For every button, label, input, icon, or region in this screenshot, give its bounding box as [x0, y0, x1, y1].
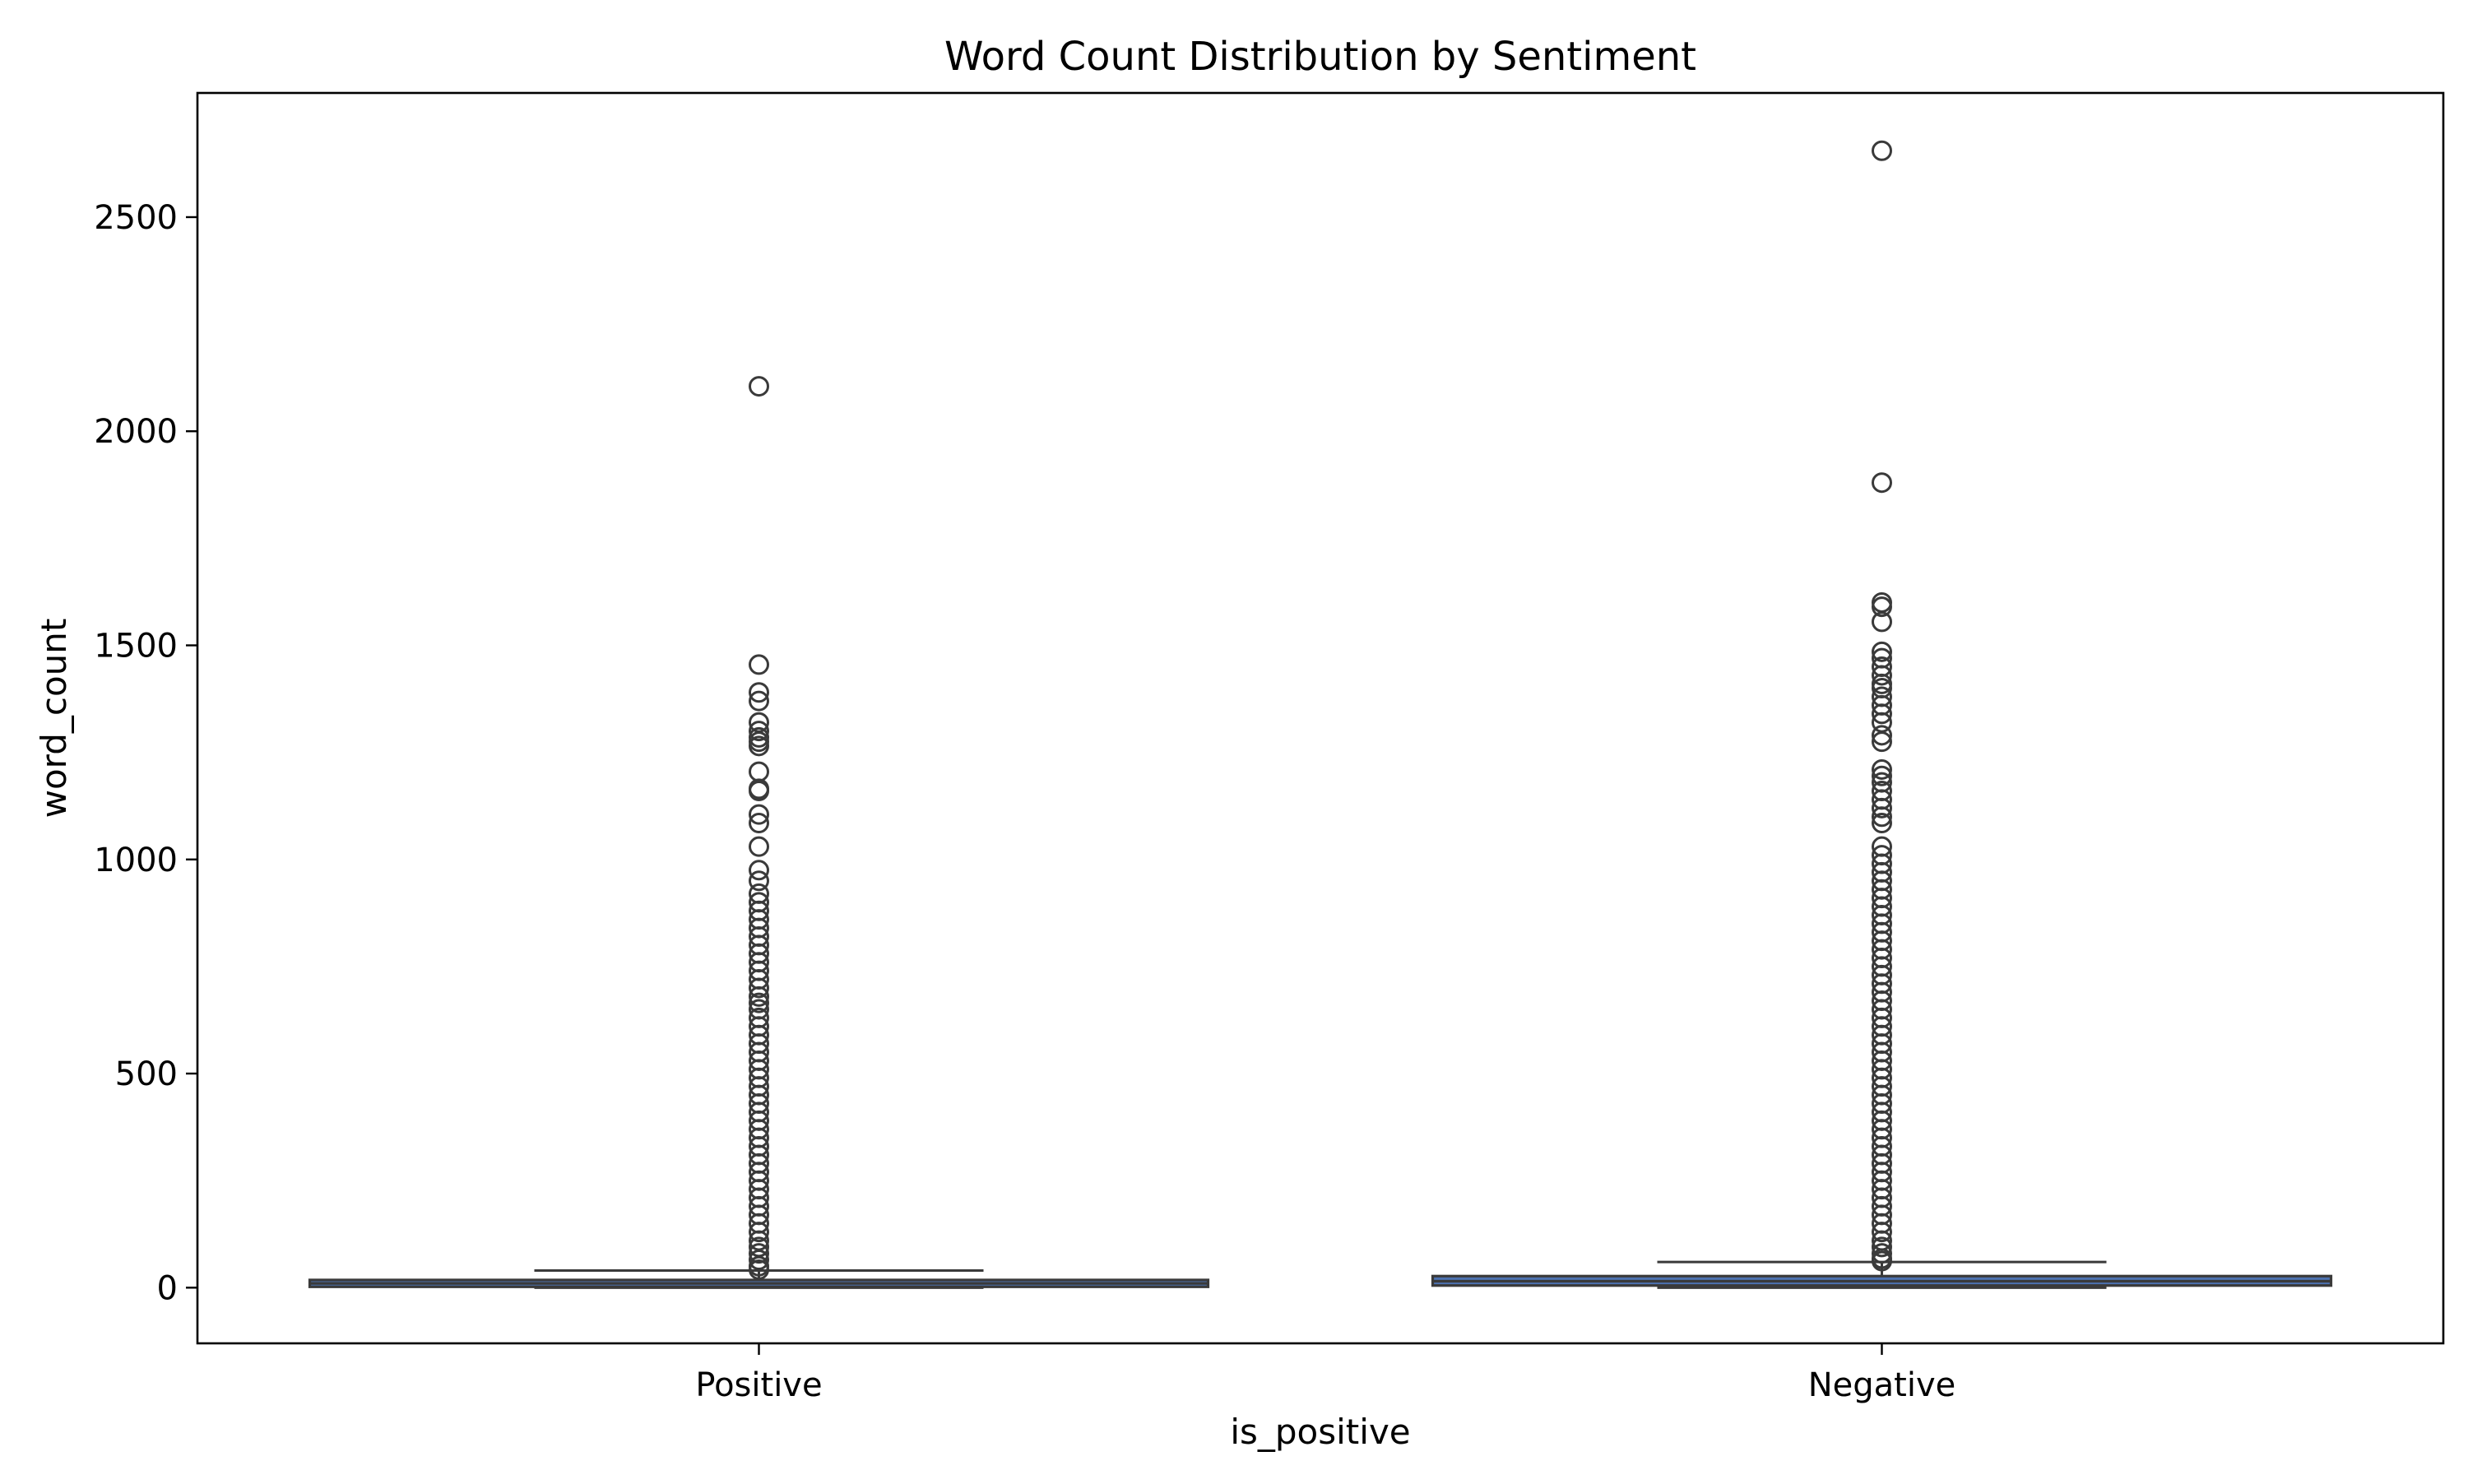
y-axis-title: word_count [34, 619, 74, 819]
outlier-point [749, 761, 769, 782]
outlier-point [1872, 797, 1892, 819]
outlier-point [1872, 1250, 1892, 1272]
y-tick-label: 1500 [94, 628, 178, 665]
box-group-positive [308, 376, 1210, 1289]
outlier-point [1872, 703, 1892, 725]
outlier-point [1872, 725, 1892, 746]
outlier-point [749, 735, 769, 757]
outlier-point [749, 1249, 769, 1270]
outlier-point [749, 985, 769, 1007]
x-axis: Positive Negative [695, 1343, 1955, 1404]
outlier-point [749, 1243, 769, 1264]
y-tick-label: 500 [115, 1055, 178, 1093]
outlier-point [1872, 665, 1892, 686]
chart-title: Word Count Distribution by Sentiment [944, 34, 1696, 80]
x-tick-label: Negative [1808, 1366, 1956, 1404]
plot-frame [196, 91, 2445, 1345]
outlier-point [1872, 591, 1892, 613]
outlier-point [1872, 813, 1892, 834]
x-axis-title: is_positive [1230, 1412, 1410, 1452]
outlier-point [1872, 758, 1892, 780]
outlier-point [1872, 472, 1892, 494]
plot-area [308, 140, 2333, 1289]
outlier-point [749, 836, 769, 857]
outlier-point [749, 860, 769, 881]
outlier-point [749, 682, 769, 703]
outlier-point [1872, 1222, 1892, 1243]
outlier-point [1872, 1236, 1892, 1258]
outlier-point [749, 992, 769, 1013]
outlier-point [749, 1259, 769, 1280]
outlier-point [749, 977, 769, 999]
outlier-point [749, 1222, 769, 1243]
outlier-point [749, 376, 769, 397]
y-tick-label: 1000 [94, 842, 178, 879]
y-tick-label: 0 [157, 1269, 178, 1307]
outlier-point [1872, 731, 1892, 753]
outlier-point [1872, 596, 1892, 618]
outlier-point [749, 721, 769, 742]
outlier-point [1872, 765, 1892, 786]
outlier-point [749, 690, 769, 712]
outlier-point [749, 804, 769, 825]
outlier-point [1872, 806, 1892, 828]
outlier-point [749, 731, 769, 753]
box-group-negative [1431, 140, 2333, 1289]
y-axis: 0 500 1000 1500 2000 2500 [94, 199, 197, 1307]
outlier-point [749, 813, 769, 834]
y-tick-label: 2500 [94, 199, 178, 237]
outlier-point [1872, 1243, 1892, 1264]
outlier-point [1872, 611, 1892, 633]
outlier-point [749, 654, 769, 675]
y-tick-label: 2000 [94, 413, 178, 451]
outlier-point [749, 870, 769, 892]
outlier-point [1872, 140, 1892, 161]
outlier-point [1872, 641, 1892, 662]
x-tick-label: Positive [695, 1366, 822, 1404]
outlier-point [749, 780, 769, 801]
